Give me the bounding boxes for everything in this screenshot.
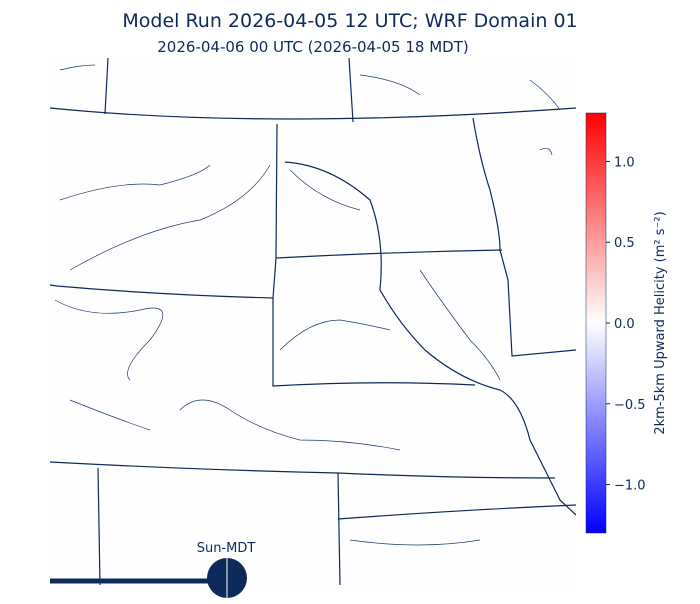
- map: [50, 58, 576, 585]
- title: Model Run 2026-04-05 12 UTC; WRF Domain …: [122, 10, 577, 32]
- timeline: Sun-MDT: [50, 541, 255, 598]
- colorbar-tick-label: 1.0: [614, 155, 635, 170]
- subtitle: 2026-04-06 00 UTC (2026-04-05 18 MDT): [157, 38, 468, 56]
- colorbar-tick-label: −0.5: [614, 398, 646, 413]
- colorbar: [585, 112, 607, 534]
- colorbar-tick-label: 0.0: [614, 317, 635, 332]
- colorbar-tick-label: 0.5: [614, 236, 635, 251]
- colorbar-label: 2km-5km Upward Helicity (m² s⁻²): [653, 211, 668, 434]
- colorbar-tick-label: −1.0: [614, 479, 646, 494]
- timeline-label: Sun-MDT: [197, 541, 256, 556]
